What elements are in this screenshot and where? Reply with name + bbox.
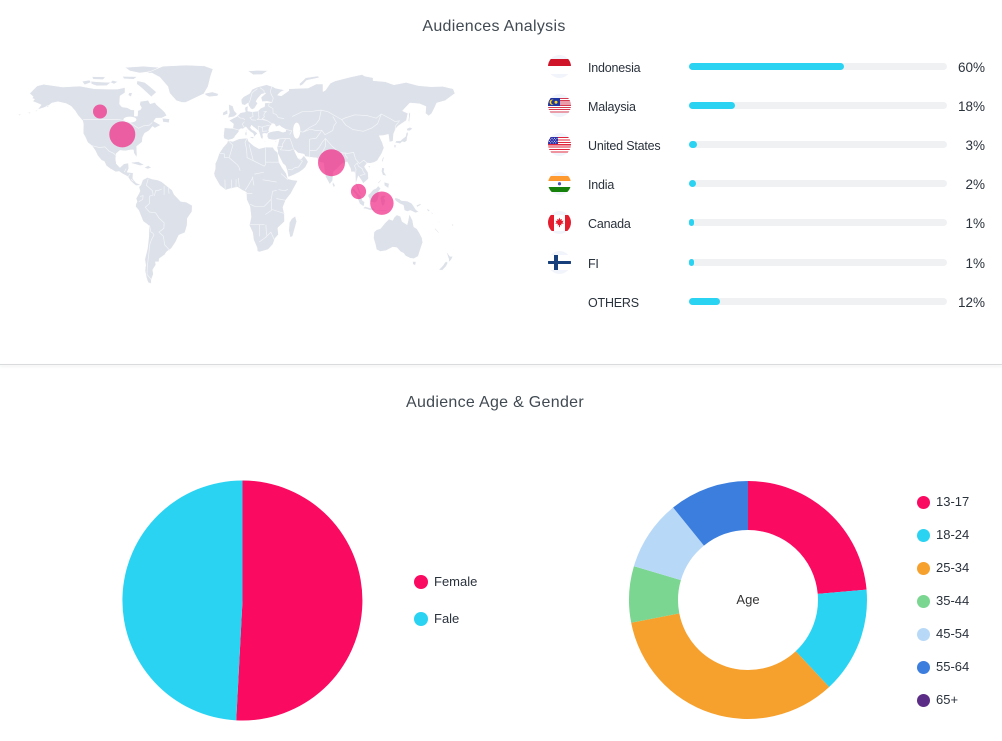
svg-text:Age: Age <box>736 592 759 607</box>
